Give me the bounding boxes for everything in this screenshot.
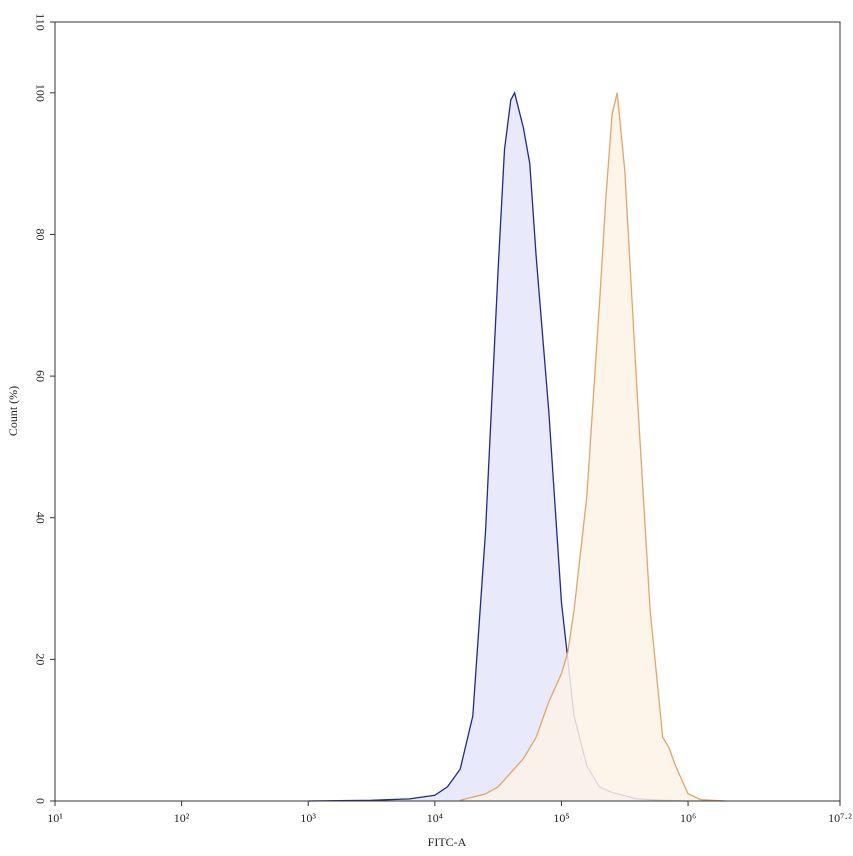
y-tick-label: 80	[33, 228, 47, 240]
x-tick-label: 10⁶	[680, 811, 696, 825]
y-tick-label: 40	[33, 512, 47, 524]
plot-frame	[54, 21, 841, 802]
y-axis-label: Count (%)	[6, 386, 20, 436]
area	[308, 92, 689, 802]
y-tick-label: 60	[33, 370, 47, 382]
x-tick-label: 10¹	[47, 811, 63, 825]
x-tick-label: 10⁵	[553, 811, 569, 825]
y-tick-label: 110	[33, 13, 47, 31]
area	[460, 92, 726, 802]
y-tick-label: 0	[33, 798, 47, 804]
x-axis-label: FITC-A	[428, 835, 467, 849]
x-tick-label: 10⁷·²	[828, 811, 852, 825]
x-tick-label: 10⁴	[427, 811, 443, 825]
x-tick-label: 10²	[174, 811, 190, 825]
line	[460, 92, 727, 802]
x-tick-label: 10³	[300, 811, 316, 825]
y-tick-label: 20	[33, 653, 47, 665]
y-tick-label: 100	[33, 84, 47, 102]
